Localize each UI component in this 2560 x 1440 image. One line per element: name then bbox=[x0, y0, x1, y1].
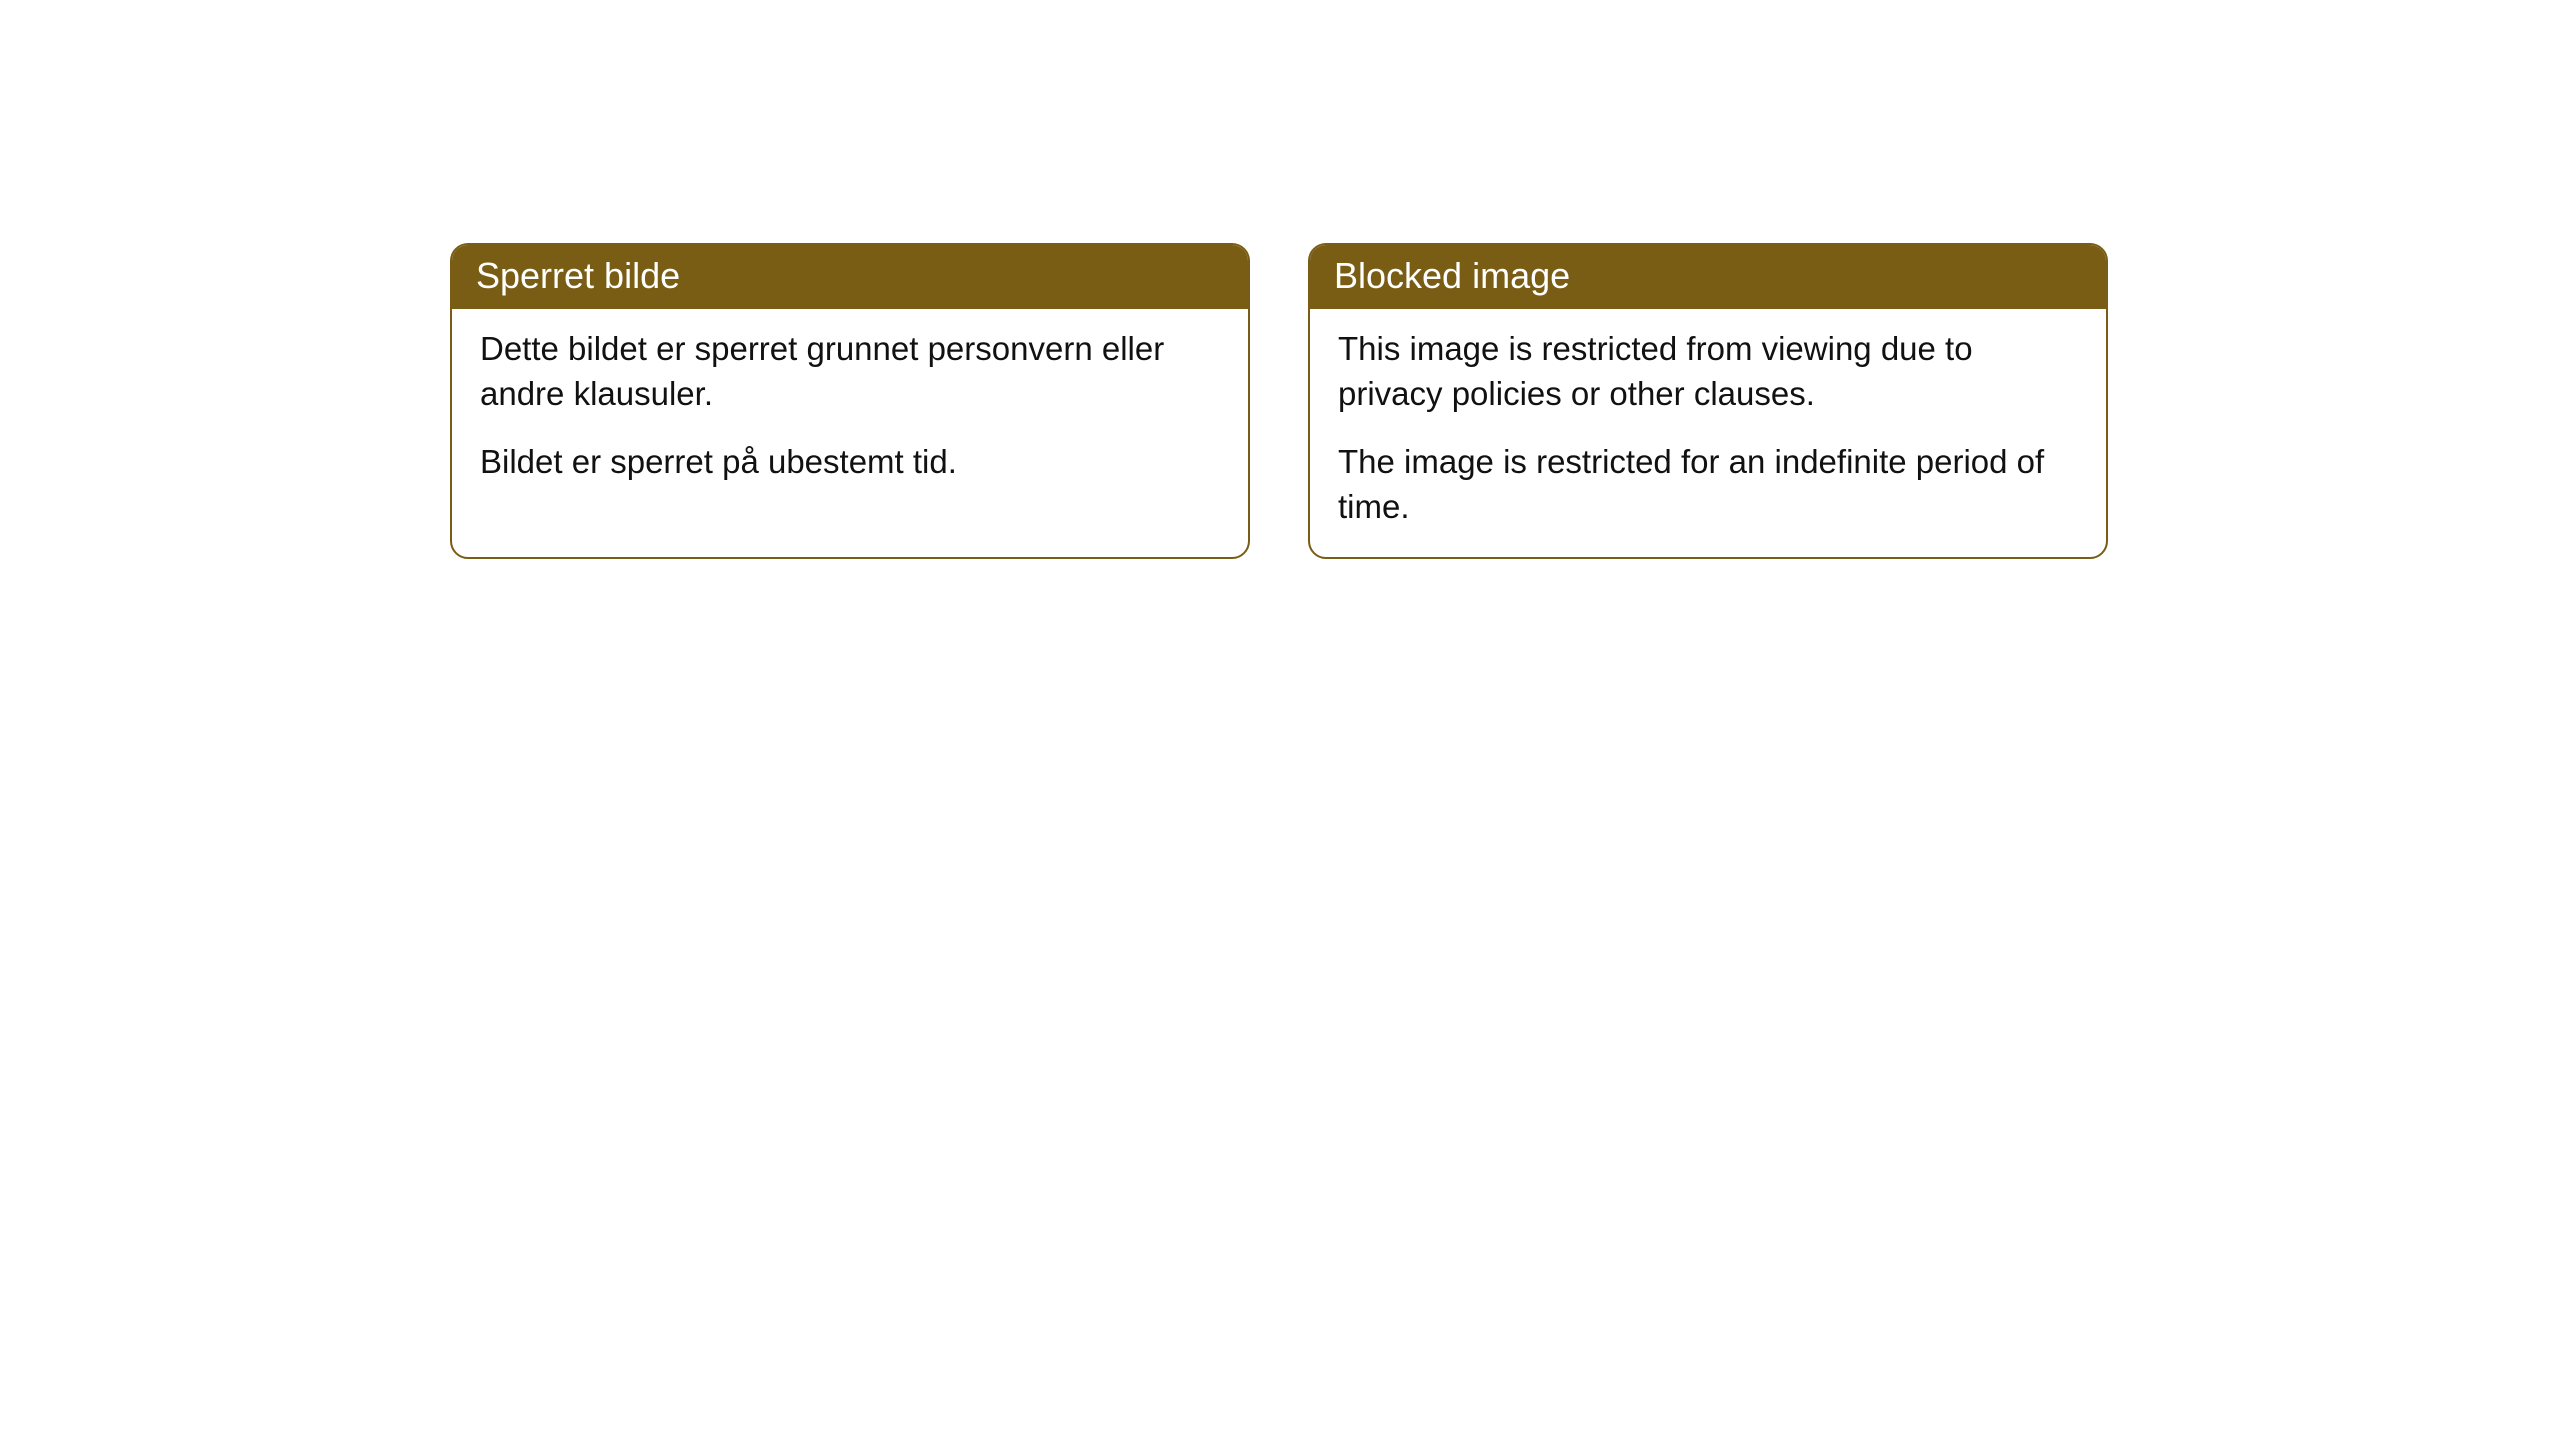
notice-text-line1: This image is restricted from viewing du… bbox=[1338, 327, 2078, 416]
notice-text-line1: Dette bildet er sperret grunnet personve… bbox=[480, 327, 1220, 416]
notice-container: Sperret bilde Dette bildet er sperret gr… bbox=[0, 0, 2560, 559]
notice-card-english: Blocked image This image is restricted f… bbox=[1308, 243, 2108, 559]
notice-title-english: Blocked image bbox=[1310, 245, 2106, 309]
notice-body-norwegian: Dette bildet er sperret grunnet personve… bbox=[452, 309, 1248, 513]
notice-text-line2: Bildet er sperret på ubestemt tid. bbox=[480, 440, 1220, 485]
notice-title-norwegian: Sperret bilde bbox=[452, 245, 1248, 309]
notice-body-english: This image is restricted from viewing du… bbox=[1310, 309, 2106, 557]
notice-card-norwegian: Sperret bilde Dette bildet er sperret gr… bbox=[450, 243, 1250, 559]
notice-text-line2: The image is restricted for an indefinit… bbox=[1338, 440, 2078, 529]
